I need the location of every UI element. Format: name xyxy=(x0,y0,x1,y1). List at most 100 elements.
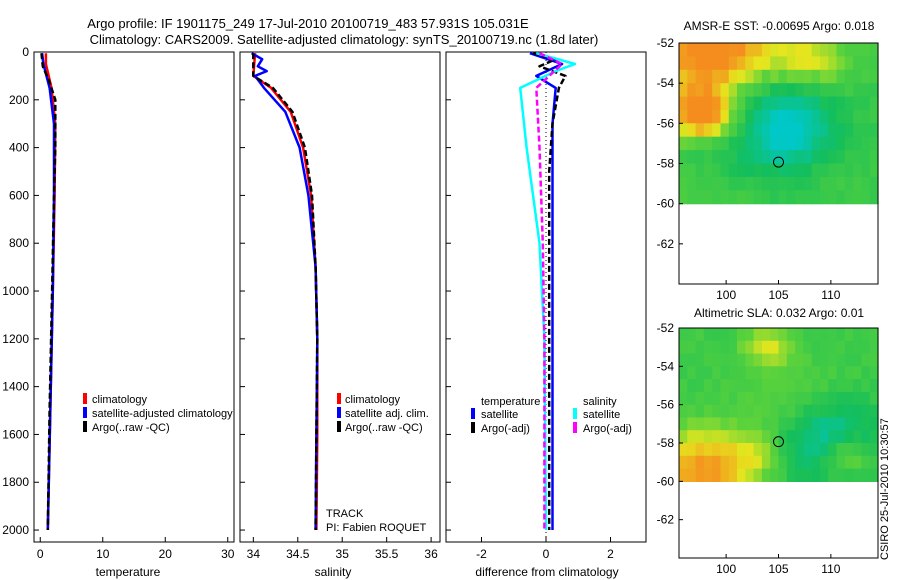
sla_map-cell xyxy=(745,430,755,444)
sst_map-cell xyxy=(778,176,788,191)
sla_map-cell xyxy=(745,366,755,380)
sla_map-cell xyxy=(869,404,879,419)
sla_map-cell xyxy=(844,404,854,419)
sst_map-cell xyxy=(745,69,755,84)
sla_map-cell xyxy=(844,328,854,342)
sla_map-ytick-label: -60 xyxy=(657,474,675,488)
sst_map-cell xyxy=(753,163,763,178)
sla_map-cell xyxy=(770,366,780,380)
sst_map-cell xyxy=(761,123,771,138)
sla_map-cell xyxy=(778,455,788,470)
sst_map-cell xyxy=(836,190,846,205)
sst_map-cell xyxy=(828,150,838,165)
sst_map-cell xyxy=(869,176,879,191)
sla_map-cell xyxy=(811,443,821,457)
sla_map-cell xyxy=(786,455,796,470)
sla_map-cell xyxy=(853,379,862,393)
legend-swatch-satellite-adj xyxy=(337,407,341,418)
sla_map-cell xyxy=(745,391,755,406)
sla_map-cell xyxy=(853,468,862,482)
sla_map-cell xyxy=(820,391,829,406)
sst_map-cell xyxy=(687,163,697,178)
sst_map-cell xyxy=(786,176,796,191)
sla_map-cell xyxy=(761,353,771,367)
sst_map-cell xyxy=(745,190,755,205)
sla_map-cell xyxy=(828,468,838,482)
sst_map-cell xyxy=(745,109,755,124)
sst_map-cell xyxy=(836,123,846,138)
sst_map-cell xyxy=(703,123,713,138)
sla_map-cell xyxy=(687,353,697,367)
legend-swatch-sal-argo xyxy=(573,422,577,433)
sst_map-cell xyxy=(770,176,780,191)
temperature-legend: climatology satellite-adjusted climatolo… xyxy=(83,393,233,434)
sst_map-cell xyxy=(703,109,713,124)
depth-tick-label: 0 xyxy=(22,45,29,59)
sst_map-cell xyxy=(795,123,804,138)
sla_map-cell xyxy=(695,443,705,457)
temperature-xlabel: temperature xyxy=(96,565,161,579)
sla_map-cell xyxy=(811,430,821,444)
sst_map-cell xyxy=(703,150,713,165)
sst_map-xtick-label: 100 xyxy=(716,288,736,302)
sst_map-cell xyxy=(753,150,763,165)
sla_map-cell xyxy=(803,328,813,342)
sla_map-cell xyxy=(778,430,788,444)
sst_map-cell xyxy=(861,123,871,138)
sla_map-cell xyxy=(803,468,813,482)
sla_map-cell xyxy=(695,379,705,393)
sst_map-cell xyxy=(737,83,746,98)
sst_map-cell xyxy=(861,109,871,124)
sst_map-cell xyxy=(703,56,713,71)
sst_map-cell xyxy=(786,136,796,151)
depth-tick-label: 2000 xyxy=(2,523,29,537)
sla_map-cell xyxy=(737,366,746,380)
sst_map-cell xyxy=(720,43,730,57)
sla_map-cell xyxy=(811,366,821,380)
sla_map-cell xyxy=(679,366,688,380)
sst_map-ytick-label: -56 xyxy=(657,116,675,130)
sla_map-cell xyxy=(737,328,746,342)
sst-map-title: AMSR-E SST: -0.00695 Argo: 0.018 xyxy=(684,19,875,33)
sst_map-cell xyxy=(728,109,738,124)
sst_map-cell xyxy=(828,43,838,57)
sla_map-cell xyxy=(720,366,730,380)
sst_map-cell xyxy=(728,69,738,84)
sst_map-cell xyxy=(745,123,755,138)
sst_map-cell xyxy=(861,176,871,191)
sst_map-cell xyxy=(753,123,763,138)
sla_map-cell xyxy=(853,391,862,406)
sst_map-cell xyxy=(820,69,829,84)
sst_map-cell xyxy=(869,136,879,151)
sla_map-cell xyxy=(820,455,829,470)
sla_map-cell xyxy=(679,404,688,419)
sla_map-cell xyxy=(737,391,746,406)
sst_map-cell xyxy=(728,43,738,57)
sst_map-cell xyxy=(853,163,862,178)
sla_map-cell xyxy=(679,455,688,470)
sst_map-cell xyxy=(687,83,697,98)
sla_map-cell xyxy=(803,443,813,457)
difference-xtick-label: 2 xyxy=(607,547,614,561)
sla_map-cell xyxy=(795,379,804,393)
sst_map-cell xyxy=(695,56,705,71)
sst_map-cell xyxy=(811,190,821,205)
sst_map-cell xyxy=(737,43,746,57)
sla_map-cell xyxy=(853,328,862,342)
sst_map-cell xyxy=(795,109,804,124)
sst_map-cell xyxy=(820,176,829,191)
sst_map-cell xyxy=(795,56,804,71)
sst_map-cell xyxy=(844,83,854,98)
sst_map-cell xyxy=(786,150,796,165)
legend-swatch-sal-satellite xyxy=(573,408,577,419)
sla_map-cell xyxy=(753,404,763,419)
legend-swatch-climatology xyxy=(83,393,87,404)
sst_map-cell xyxy=(703,83,713,98)
sla_map-cell xyxy=(728,455,738,470)
sst_map-argo-location-marker xyxy=(773,156,784,168)
sla_map-xtick-label: 110 xyxy=(821,562,840,576)
sst_map-cell xyxy=(761,96,771,111)
salinity-legend: climatology satellite adj. clim. Argo(..… xyxy=(337,393,429,434)
sst_map-cell xyxy=(803,109,813,124)
sla_map-cell xyxy=(786,366,796,380)
